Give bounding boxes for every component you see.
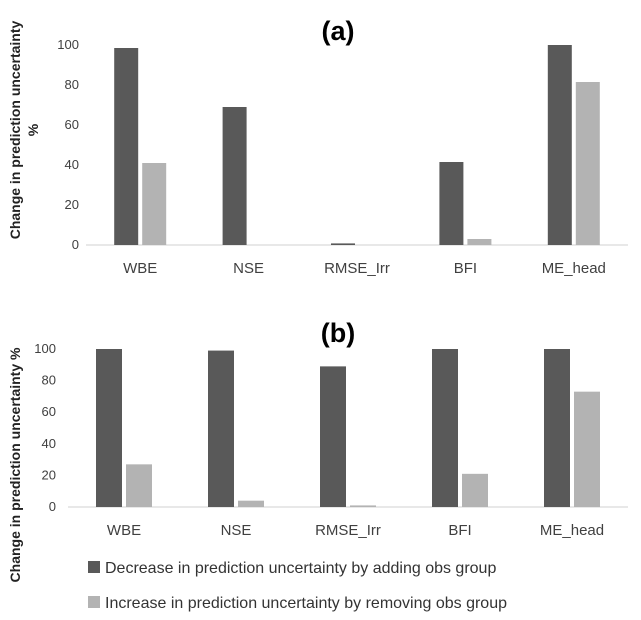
legend-swatch-decrease bbox=[88, 561, 100, 573]
panel-a-bar-decrease-nse bbox=[222, 107, 247, 245]
panel-a-category-label: ME_head bbox=[542, 260, 606, 277]
panel-a-bar-increase-me-head bbox=[575, 82, 600, 245]
panel-b-ytick-label: 20 bbox=[42, 467, 56, 482]
panel-b: (b) Change in prediction uncertainty % 0… bbox=[7, 318, 628, 582]
panel-b-bar-increase-nse bbox=[238, 500, 264, 507]
panel-b-bar-decrease-me-head bbox=[544, 349, 570, 507]
panel-b-bar-decrease-wbe bbox=[96, 349, 122, 507]
panel-b-bar-increase-rmse-irr bbox=[350, 505, 376, 507]
panel-a-ytick-label: 60 bbox=[65, 117, 79, 132]
panel-b-ytick-label: 40 bbox=[42, 436, 56, 451]
panel-b-ytick-label: 0 bbox=[49, 499, 56, 514]
panel-b-categories: WBE NSE RMSE_Irr BFI ME_head bbox=[107, 522, 604, 539]
panel-b-bars bbox=[96, 349, 600, 507]
panel-a-category-label: BFI bbox=[454, 260, 477, 277]
panel-a-ytick-label: 20 bbox=[65, 197, 79, 212]
panel-a-ylabel-line1: Change in prediction uncertainty bbox=[7, 21, 23, 240]
panel-b-ylabel: Change in prediction uncertainty % bbox=[7, 347, 23, 582]
panel-a-yticks: 0 20 40 60 80 100 bbox=[57, 37, 79, 252]
panel-a-bar-decrease-rmse-irr bbox=[331, 243, 355, 245]
panel-b-category-label: ME_head bbox=[540, 522, 604, 539]
panel-a-bar-decrease-bfi bbox=[439, 162, 464, 245]
panel-b-category-label: RMSE_Irr bbox=[315, 522, 381, 539]
panel-a-category-label: WBE bbox=[123, 260, 157, 277]
panel-a-category-label: NSE bbox=[233, 260, 264, 277]
panel-a-bar-increase-wbe bbox=[142, 163, 167, 245]
panel-a-ytick-label: 0 bbox=[72, 237, 79, 252]
panel-a-category-label: RMSE_Irr bbox=[324, 260, 390, 277]
panel-b-bar-increase-wbe bbox=[126, 464, 152, 507]
panel-b-title: (b) bbox=[321, 318, 355, 348]
panel-a-categories: WBE NSE RMSE_Irr BFI ME_head bbox=[123, 260, 606, 277]
panel-b-ytick-label: 100 bbox=[34, 341, 56, 356]
panel-a-bars bbox=[114, 45, 600, 245]
panel-b-bar-increase-me-head bbox=[574, 391, 600, 507]
panel-a-ytick-label: 40 bbox=[65, 157, 79, 172]
panel-a-bar-decrease-me-head bbox=[547, 45, 572, 245]
panel-b-ytick-label: 80 bbox=[42, 373, 56, 388]
panel-a-ytick-label: 100 bbox=[57, 37, 79, 52]
panel-b-bar-increase-bfi bbox=[462, 473, 488, 507]
panel-b-bar-decrease-bfi bbox=[432, 349, 458, 507]
legend: Decrease in prediction uncertainty by ad… bbox=[88, 560, 507, 612]
panel-a: (a) Change in prediction uncertainty % 0… bbox=[7, 16, 628, 277]
legend-label-increase: Increase in prediction uncertainty by re… bbox=[105, 595, 507, 612]
panel-b-yticks: 0 20 40 60 80 100 bbox=[34, 341, 56, 514]
panel-a-bar-decrease-wbe bbox=[114, 48, 139, 245]
legend-swatch-increase bbox=[88, 596, 100, 608]
panel-b-category-label: NSE bbox=[221, 522, 252, 539]
legend-label-decrease: Decrease in prediction uncertainty by ad… bbox=[105, 560, 496, 577]
panel-b-category-label: WBE bbox=[107, 522, 141, 539]
panel-b-bar-decrease-rmse-irr bbox=[320, 366, 346, 507]
panel-a-ytick-label: 80 bbox=[65, 77, 79, 92]
panel-b-ytick-label: 60 bbox=[42, 404, 56, 419]
panel-a-bar-increase-bfi bbox=[467, 239, 492, 245]
panel-b-bar-decrease-nse bbox=[208, 350, 234, 507]
panel-a-title: (a) bbox=[322, 16, 355, 46]
panel-a-ylabel-line2: % bbox=[25, 123, 41, 136]
panel-b-category-label: BFI bbox=[448, 522, 471, 539]
